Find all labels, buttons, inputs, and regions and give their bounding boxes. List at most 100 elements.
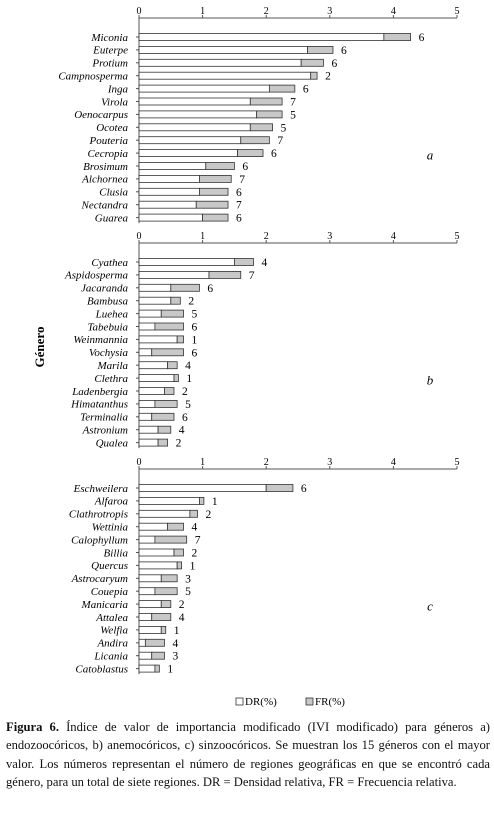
- genus-label: Cyathea: [91, 257, 128, 269]
- bar-fr: [300, 58, 324, 67]
- x-tick-label: 0: [137, 231, 142, 242]
- bar-fr: [170, 283, 200, 292]
- bar-fr: [310, 71, 318, 80]
- bar-dr: [138, 46, 308, 54]
- bar-fr: [157, 438, 169, 447]
- bar-dr: [138, 123, 251, 132]
- genus-label: Clathrotropis: [69, 509, 128, 521]
- region-count-label: 1: [192, 334, 198, 346]
- bar-dr: [138, 258, 235, 266]
- genus-label: Attalea: [95, 612, 128, 624]
- genus-label: Astronium: [82, 425, 128, 437]
- bar-dr: [138, 348, 153, 357]
- genus-label: Terminalia: [80, 412, 128, 424]
- genus-label: Brosimum: [83, 161, 128, 173]
- region-count-label: 5: [192, 309, 198, 321]
- bar-fr: [154, 535, 188, 544]
- bar-dr: [138, 399, 156, 408]
- caption-text: Índice de valor de importancia modificad…: [6, 720, 490, 790]
- x-tick-label: 3: [327, 457, 332, 468]
- region-count-label: 6: [341, 45, 347, 57]
- genus-label: Qualea: [96, 437, 129, 449]
- bar-fr: [144, 638, 165, 647]
- bar-fr: [164, 387, 175, 395]
- x-tick-label: 4: [391, 231, 396, 242]
- bar-dr: [138, 626, 162, 634]
- genus-label: Virola: [101, 96, 128, 108]
- legend-dr-swatch: [235, 697, 244, 706]
- genus-label: Oenocarpus: [74, 109, 128, 121]
- region-count-label: 2: [176, 438, 182, 450]
- genus-label: Welfia: [100, 625, 128, 637]
- caption-label: Figura 6.: [6, 720, 59, 734]
- genus-label: Billia: [104, 547, 129, 559]
- bar-fr: [208, 270, 242, 279]
- region-count-label: 2: [182, 386, 188, 398]
- bar-dr: [138, 496, 200, 505]
- x-tick-label: 2: [264, 457, 269, 468]
- region-count-label: 7: [239, 174, 245, 186]
- region-count-label: 6: [236, 187, 242, 199]
- genus-label: Miconia: [90, 32, 128, 44]
- bar-dr: [138, 613, 153, 621]
- bar-fr: [249, 97, 283, 106]
- region-count-label: 6: [192, 347, 198, 359]
- x-tick-label: 4: [391, 457, 396, 468]
- bar-dr: [138, 213, 203, 222]
- bar-dr: [138, 509, 191, 518]
- bar-dr: [138, 110, 258, 119]
- bar-fr: [167, 522, 184, 531]
- region-count-label: 4: [179, 612, 185, 624]
- bar-dr: [138, 651, 153, 660]
- region-count-label: 5: [281, 122, 287, 134]
- x-tick-label: 1: [200, 6, 205, 17]
- bar-fr: [176, 335, 184, 344]
- region-count-label: 6: [242, 161, 248, 173]
- genus-label: Pouteria: [89, 135, 129, 147]
- region-count-label: 7: [195, 535, 201, 547]
- y-axis-title: Género: [32, 327, 47, 368]
- bar-fr: [233, 258, 254, 266]
- genus-label: Astrocaryum: [71, 573, 128, 585]
- chart-panel-a: 0 1 2 3 4 5 Miconia 6 Euterpe 6 Protium 6 Campnosper…: [58, 6, 459, 225]
- region-count-label: 5: [185, 586, 191, 598]
- bar-fr: [256, 110, 283, 119]
- bar-fr: [249, 123, 273, 132]
- region-count-label: 4: [261, 257, 267, 269]
- genus-label: Calophyllum: [71, 534, 128, 546]
- x-tick-label: 1: [200, 457, 205, 468]
- bar-fr: [151, 651, 165, 660]
- region-count-label: 2: [206, 509, 212, 521]
- genus-label: Cecropia: [87, 148, 128, 160]
- figure-caption: Figura 6. Índice de valor de importancia…: [6, 718, 490, 792]
- genus-label: Marila: [96, 360, 128, 372]
- genus-label: Wettinia: [92, 522, 129, 534]
- bar-fr: [383, 33, 411, 41]
- region-count-label: 1: [190, 560, 196, 572]
- bar-dr: [138, 361, 169, 370]
- region-count-label: 2: [188, 296, 194, 308]
- bar-fr: [240, 136, 270, 145]
- bar-fr: [154, 399, 178, 408]
- region-count-label: 7: [236, 200, 242, 212]
- region-count-label: 6: [331, 58, 337, 70]
- x-tick-label: 5: [455, 457, 460, 468]
- bar-fr: [195, 200, 229, 209]
- region-count-label: 1: [167, 664, 173, 676]
- bar-fr: [167, 361, 178, 370]
- genus-label: Euterpe: [92, 45, 128, 57]
- region-count-label: 6: [207, 283, 213, 295]
- genus-label: Jacaranda: [81, 283, 129, 295]
- region-count-label: 7: [290, 97, 296, 109]
- bar-dr: [138, 136, 242, 145]
- genus-label: Licania: [93, 651, 128, 663]
- region-count-label: 6: [301, 483, 307, 495]
- region-count-label: 1: [186, 373, 192, 385]
- genus-label: Clusia: [99, 187, 128, 199]
- x-tick-label: 0: [137, 6, 142, 17]
- bar-dr: [138, 33, 385, 41]
- bar-dr: [138, 296, 172, 305]
- genus-label: Nectandra: [81, 200, 129, 212]
- bar-dr: [138, 561, 178, 570]
